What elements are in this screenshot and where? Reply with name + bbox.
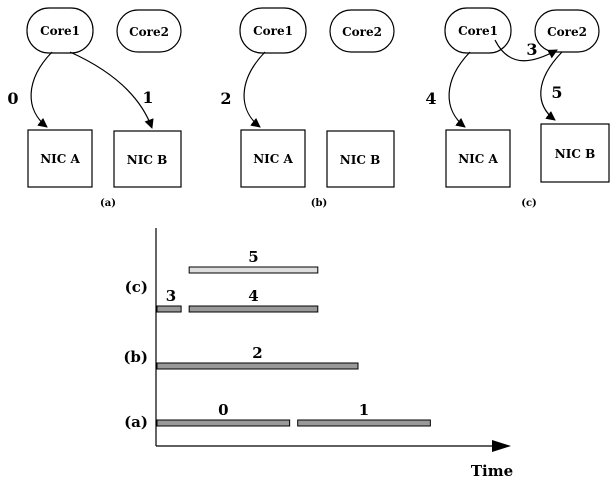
timeline-bar-label-4: 4 (248, 287, 258, 305)
core2-label: Core2 (129, 25, 169, 39)
core2-label: Core2 (547, 25, 587, 39)
nic-b-node (326, 130, 395, 188)
timeline-bar-label-2: 2 (252, 344, 262, 362)
timeline-bar-label-1: 1 (359, 401, 369, 419)
nic-a-node (27, 129, 93, 188)
core2-node (329, 9, 395, 53)
diagram-a: Core1 Core2 NIC A NIC B 0 1 (a) (7, 7, 182, 209)
core2-label: Core2 (342, 25, 382, 39)
diagram-caption-b: (b) (311, 198, 327, 209)
edge-label-3: 3 (526, 40, 537, 59)
nic-a-label: NIC A (40, 152, 80, 166)
edge-label-1: 1 (142, 88, 153, 107)
core1-label: Core1 (40, 24, 80, 38)
timeline-bar-2 (156, 362, 359, 370)
timeline-bar-label-5: 5 (248, 248, 258, 266)
nic-a-label: NIC A (253, 152, 293, 166)
edge-arrow-1 (69, 51, 154, 129)
nic-b-label: NIC B (127, 153, 167, 167)
core1-label: Core1 (253, 24, 293, 38)
timeline: Time (c) (b) (a) 3 4 5 2 0 1 (123, 228, 513, 480)
edge-label-0: 0 (7, 89, 18, 108)
timeline-bar-3 (156, 305, 182, 313)
timeline-bar-1 (297, 419, 431, 427)
nic-b-node (540, 123, 610, 183)
edge-arrow-2 (243, 51, 266, 128)
time-axis-label: Time (471, 462, 513, 480)
row-label-b: (b) (123, 348, 148, 366)
timeline-bar-label-0: 0 (218, 401, 228, 419)
diagram-caption-c: (c) (521, 198, 537, 209)
timeline-bar-label-3: 3 (166, 287, 176, 305)
edge-label-5: 5 (551, 83, 562, 102)
edge-arrow-5 (540, 51, 563, 121)
edge-arrow-4 (448, 51, 471, 128)
row-label-c: (c) (125, 278, 148, 296)
core2-node (534, 9, 600, 53)
core1-node (239, 7, 307, 54)
edge-arrow-0 (30, 51, 53, 128)
nic-b-label: NIC B (555, 147, 595, 161)
nic-a-label: NIC A (458, 152, 498, 166)
edge-arrow-3 (494, 39, 558, 62)
timeline-bar-5 (188, 266, 319, 274)
diagram-caption-a: (a) (100, 198, 116, 209)
edge-label-2: 2 (220, 89, 231, 108)
timeline-bar-4 (188, 305, 319, 313)
row-label-a: (a) (124, 413, 148, 431)
diagram-c: Core1 Core2 NIC A NIC B 4 3 5 (c) (425, 7, 610, 209)
core1-node (444, 7, 512, 54)
nic-b-node (113, 130, 182, 188)
x-axis-arrowhead (492, 440, 511, 452)
timeline-bars: 3 4 5 2 0 1 (156, 248, 431, 427)
timeline-bar-0 (156, 419, 291, 427)
nic-b-label: NIC B (340, 153, 380, 167)
core2-node (116, 9, 182, 53)
nic-a-node (240, 129, 306, 188)
core1-node (26, 7, 94, 54)
core1-label: Core1 (458, 24, 498, 38)
edge-label-4: 4 (425, 89, 436, 108)
nic-a-node (445, 129, 511, 188)
diagram-b: Core1 Core2 NIC A NIC B 2 (b) (220, 7, 395, 209)
